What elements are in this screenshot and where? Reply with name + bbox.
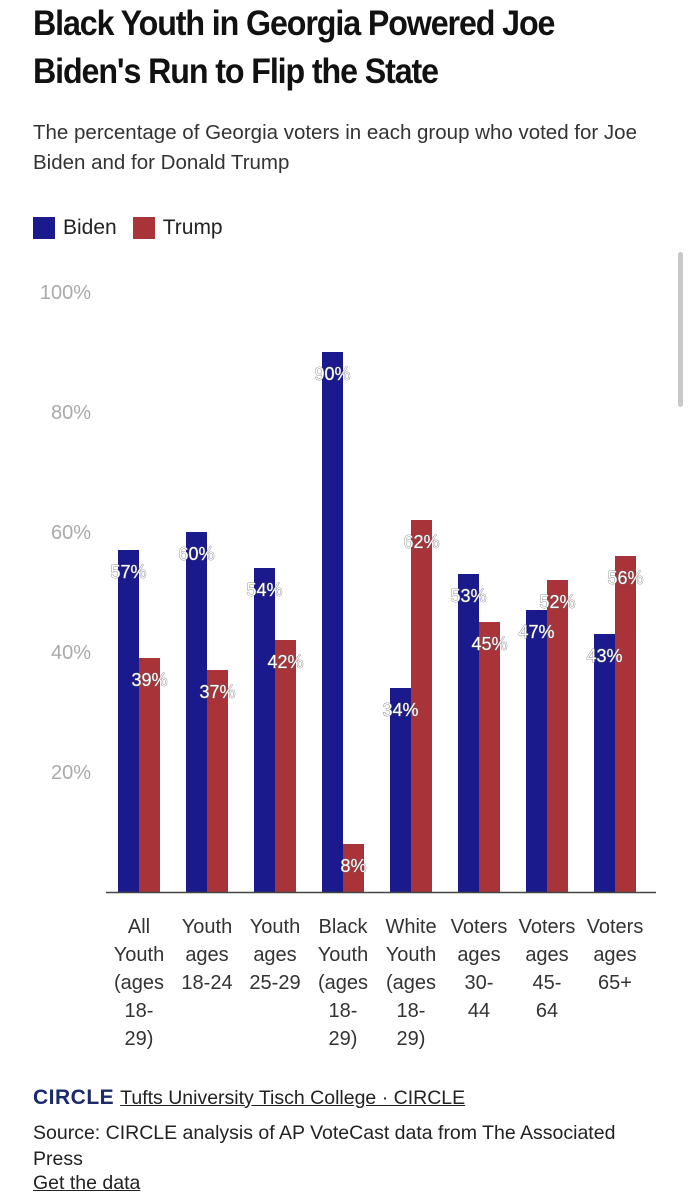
legend-label-biden: Biden <box>63 216 117 239</box>
x-label-5-line-3: 44 <box>468 1000 490 1022</box>
data-label-trump-5: 45% <box>471 634 507 654</box>
data-label-biden-6: 47% <box>518 622 554 642</box>
x-label-4-line-0: White <box>385 916 436 938</box>
x-label-3-line-2: (ages <box>318 972 368 994</box>
bar-biden-4 <box>390 688 411 892</box>
bar-trump-0 <box>139 658 160 892</box>
data-label-trump-1: 37% <box>199 682 235 702</box>
bar-trump-7 <box>615 556 636 892</box>
bar-trump-1 <box>207 670 228 892</box>
data-label-biden-2: 54% <box>246 580 282 600</box>
bar-biden-2 <box>254 568 275 892</box>
data-label-biden-1: 60% <box>178 544 214 564</box>
data-label-biden-3: 90% <box>314 364 350 384</box>
bar-trump-4 <box>411 520 432 892</box>
x-label-0-line-4: 29) <box>125 1028 154 1050</box>
get-data-link[interactable]: Get the data <box>33 1172 141 1194</box>
legend-swatch-trump <box>132 217 155 239</box>
x-label-4-line-3: 18- <box>397 1000 426 1022</box>
data-label-biden-7: 43% <box>586 646 622 666</box>
x-label-0-line-2: (ages <box>114 972 164 994</box>
x-label-4-line-1: Youth <box>386 944 436 966</box>
bar-trump-3 <box>343 844 364 892</box>
x-label-4-line-2: (ages <box>386 972 436 994</box>
x-label-5-line-1: ages <box>457 944 500 966</box>
source-note: Source: CIRCLE analysis of AP VoteCast d… <box>33 1122 616 1170</box>
x-label-3-line-1: Youth <box>318 944 368 966</box>
data-label-trump-4: 62% <box>403 532 439 552</box>
x-label-5-line-0: Voters <box>451 916 508 938</box>
legend-swatch-biden <box>33 217 55 239</box>
x-label-6-line-1: ages <box>525 944 568 966</box>
legend-item-trump: Trump <box>132 216 223 240</box>
x-label-7-line-1: ages <box>593 944 636 966</box>
x-label-0-line-1: Youth <box>114 944 164 966</box>
bar-biden-5 <box>458 574 479 892</box>
x-label-2-line-1: ages <box>253 944 296 966</box>
x-label-2-line-2: 25-29 <box>249 972 300 994</box>
x-label-7-line-0: Voters <box>587 916 644 938</box>
chart-subtitle: The percentage of Georgia voters in each… <box>33 121 637 174</box>
org-link[interactable]: Tufts University Tisch College · CIRCLE <box>120 1086 466 1109</box>
x-label-3-line-0: Black <box>319 916 369 938</box>
y-tick-label-40: 40% <box>51 642 91 664</box>
legend-item-biden: Biden <box>33 216 117 240</box>
data-label-trump-6: 52% <box>539 592 575 612</box>
bar-chart: 20% 40% 60% 80% 100% 57% 39% 60% 37% 54% 42% 90% 8% 3… <box>40 282 656 1050</box>
x-label-3-line-4: 29) <box>329 1028 358 1050</box>
bar-biden-6 <box>526 610 547 892</box>
x-label-6-line-2: 45- <box>533 972 562 994</box>
data-label-trump-7: 56% <box>607 568 643 588</box>
y-tick-label-100: 100% <box>40 282 91 304</box>
x-label-3-line-3: 18- <box>329 1000 358 1022</box>
data-label-biden-0: 57% <box>110 562 146 582</box>
x-label-1-line-2: 18-24 <box>181 972 232 994</box>
x-label-4-line-4: 29) <box>397 1028 426 1050</box>
bar-biden-0 <box>118 550 139 892</box>
data-label-trump-2: 42% <box>267 652 303 672</box>
x-label-0-line-0: All <box>128 916 150 938</box>
x-label-1-line-1: ages <box>185 944 228 966</box>
y-tick-label-80: 80% <box>51 402 91 424</box>
data-label-trump-3: 8% <box>340 856 366 876</box>
data-label-biden-4: 34% <box>382 700 418 720</box>
x-label-7-line-2: 65+ <box>598 972 632 994</box>
x-label-1-line-0: Youth <box>182 916 232 938</box>
chart-title: Black Youth in Georgia Powered Joe Biden… <box>33 4 555 91</box>
bar-trump-2 <box>275 640 296 892</box>
x-label-5-line-2: 30- <box>465 972 494 994</box>
bar-trump-5 <box>479 622 500 892</box>
data-label-biden-5: 53% <box>450 586 486 606</box>
x-label-6-line-3: 64 <box>536 1000 558 1022</box>
x-label-6-line-0: Voters <box>519 916 576 938</box>
data-label-trump-0: 39% <box>131 670 167 690</box>
bar-biden-7 <box>594 634 615 892</box>
bar-biden-3 <box>322 352 343 892</box>
x-label-2-line-0: Youth <box>250 916 300 938</box>
legend-label-trump: Trump <box>162 216 223 239</box>
y-tick-label-20: 20% <box>51 762 91 784</box>
x-label-0-line-3: 18- <box>125 1000 154 1022</box>
scrollbar[interactable] <box>678 252 683 407</box>
bar-biden-1 <box>186 532 207 892</box>
footer-credit: CIRCLE Tufts University Tisch College · … <box>33 1086 465 1110</box>
bar-trump-6 <box>547 580 568 892</box>
circle-logo: CIRCLE <box>33 1086 115 1109</box>
y-tick-label-60: 60% <box>51 522 91 544</box>
legend: Biden Trump <box>33 216 239 240</box>
